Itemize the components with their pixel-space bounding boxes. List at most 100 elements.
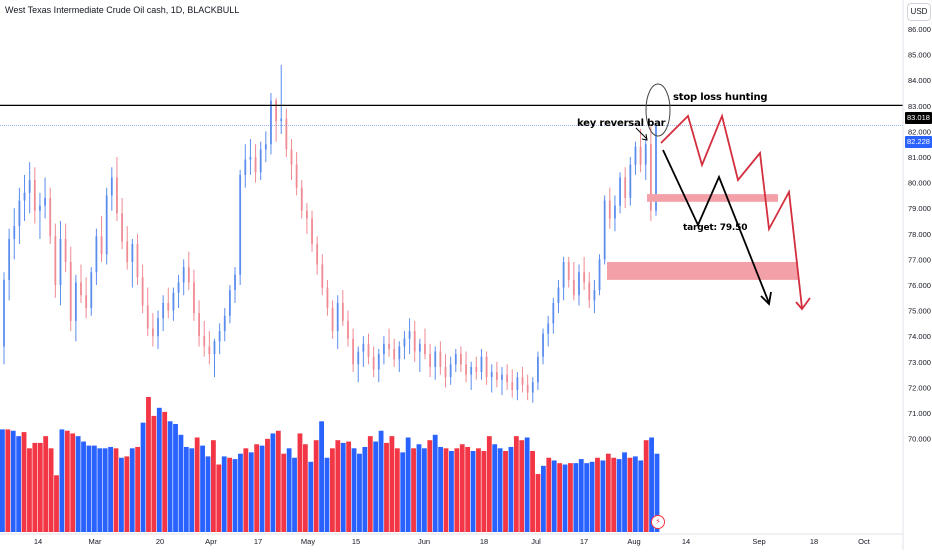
annotation-key-reversal-bar[interactable]: key reversal bar [577,118,666,129]
red-projection-arrowhead [795,297,811,311]
candle-body [23,192,26,201]
drawing-zones[interactable] [607,194,798,280]
candle-body [429,354,432,367]
candle-body [49,197,52,237]
candle-body [567,261,570,280]
volume-bar [605,453,611,532]
candle-body [198,313,200,337]
x-tick-label: 17 [580,537,588,546]
volume-bar [308,461,314,532]
candle-body [8,238,11,280]
candle-body [552,302,555,324]
candle-body [59,238,62,285]
candle-body [249,157,252,160]
x-tick-label: 20 [156,537,164,546]
lightning-icon[interactable]: ⚡ [651,515,665,529]
volume-bar [335,440,341,532]
volume-bar [227,457,233,532]
volume-bar [259,445,265,532]
volume-bar [292,457,297,532]
support-zone [607,261,798,280]
candle-body [619,177,621,206]
stop-loss-ellipse [645,83,671,137]
candle-body [280,118,283,122]
candle-body [336,302,339,332]
candle-body [341,302,344,321]
candle-body [95,236,98,273]
volume-bar [519,440,525,532]
drawings[interactable] [635,83,811,311]
candle-body [69,261,72,321]
candle-body [228,290,231,316]
candle-body [588,282,591,301]
candle-body [234,274,236,291]
x-tick-label: 14 [34,537,42,546]
candle-body [311,218,313,245]
candle-body [54,236,57,285]
volume-bar [530,451,535,532]
candle-body [634,146,637,165]
candle-body [275,100,277,122]
x-tick-label: Apr [205,537,217,546]
volume-bar [64,430,70,532]
annotation-target[interactable]: target: 79.50 [683,223,748,233]
price-levels[interactable] [0,104,903,126]
candle-body [449,364,452,378]
volume-bar [503,451,508,532]
volume-bar [232,459,238,532]
volume-bar [438,446,444,532]
x-tick-label: Sep [752,537,765,546]
volume-bar [367,436,373,532]
currency-button[interactable]: USD [907,3,931,21]
candle-body [131,244,134,262]
volume-bar [449,451,454,532]
volume-bar [508,446,514,532]
candle-body [454,354,457,365]
volume-bar [16,436,22,532]
volume-bar [632,456,638,532]
volume-bar [319,421,324,532]
volume-bar [524,437,530,532]
volume-bar [492,444,498,532]
candle-body [572,279,575,296]
candle-body [136,244,139,278]
volume-bar [86,445,92,532]
volume-bars [0,397,660,532]
volume-bar [27,448,32,532]
candle-body [239,174,242,275]
candle-body [562,261,565,288]
candle-body [408,331,411,339]
candle-body [490,372,493,378]
candle-body [270,100,272,145]
candle-body [157,318,159,337]
volume-bar [156,407,162,532]
candle-body [28,180,31,193]
candle-body [33,180,36,211]
y-tick-label: 77.000 [908,255,931,264]
x-tick-label: Jun [418,537,430,546]
candle-body [444,366,447,378]
price-tag-resistance: 83.018 [905,112,932,124]
candle-body [583,272,586,283]
candle-body [460,354,462,365]
candle-body [105,195,108,255]
y-tick-label: 81.000 [908,153,931,162]
volume-bar [340,442,346,532]
volume-bar [324,457,330,532]
candle-body [424,343,426,355]
volume-bar [578,459,584,532]
volume-bar [75,436,81,532]
candle-body [44,197,46,206]
candle-body [90,272,93,309]
volume-bar [10,430,16,532]
volume-bar [21,432,27,532]
volume-bar [102,448,108,532]
candle-body [162,302,165,319]
candle-body [383,343,385,355]
candle-body [629,164,632,198]
volume-bar [600,460,606,532]
annotation-stop-loss-hunting[interactable]: stop loss hunting [673,92,768,103]
